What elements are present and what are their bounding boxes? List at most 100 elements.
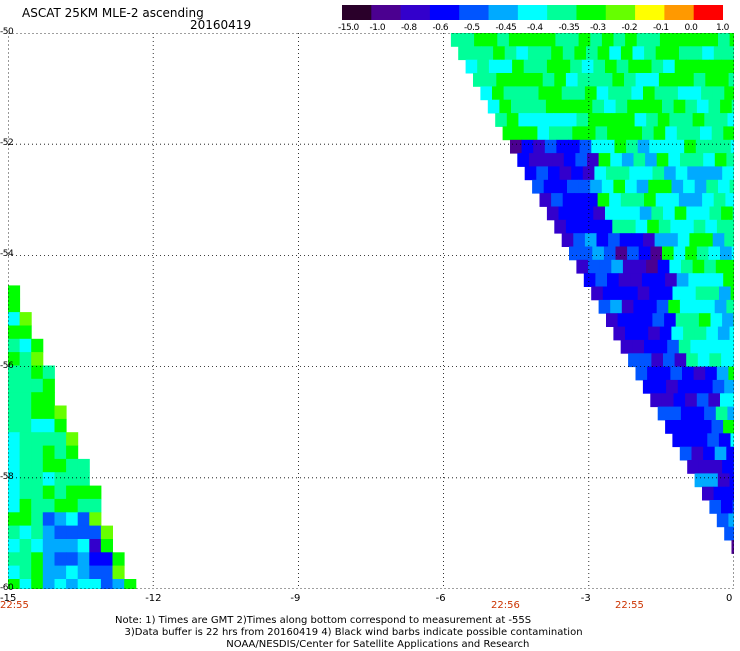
note-line-3: NOAA/NESDIS/Center for Satellite Applica… xyxy=(226,639,529,650)
swath-cell-west xyxy=(66,499,78,513)
swath-cell-east xyxy=(673,287,685,301)
swath-cell-west xyxy=(20,499,32,513)
swath-cell-east xyxy=(612,73,624,87)
swath-cell-east xyxy=(624,220,636,234)
swath-cell-east xyxy=(704,260,716,274)
swath-cell-east xyxy=(619,273,631,287)
swath-cell-east xyxy=(723,273,734,287)
swath-cell-east xyxy=(539,86,551,100)
swath-cell-east xyxy=(719,140,731,154)
swath-cell-east xyxy=(547,207,559,221)
swath-cell-east xyxy=(566,73,578,87)
swath-cell-east xyxy=(526,126,538,140)
swath-cell-east xyxy=(474,33,486,47)
swath-cell-east xyxy=(698,207,710,221)
swath-cell-east xyxy=(544,180,556,194)
swath-cell-east xyxy=(678,86,690,100)
swath-cell-east xyxy=(714,487,726,501)
swath-cell-east xyxy=(686,60,698,74)
swath-cell-east xyxy=(730,180,734,194)
colorbar-label: -0.2 xyxy=(622,23,638,33)
colorbar xyxy=(342,5,723,20)
swath-cell-east xyxy=(613,327,625,341)
swath-cell-east xyxy=(697,247,709,261)
swath-cell-west xyxy=(66,526,78,540)
swath-cell-east xyxy=(525,166,537,180)
swath-cell-east xyxy=(716,407,728,421)
swath-cell-east xyxy=(727,260,734,274)
swath-cell-west xyxy=(43,512,55,526)
swath-cell-east xyxy=(622,153,634,167)
swath-cell-east xyxy=(635,260,647,274)
swath-cell-east xyxy=(627,100,639,114)
swath-cell-east xyxy=(639,247,651,261)
swath-cell-east xyxy=(530,113,542,127)
swath-cell-west xyxy=(8,446,20,460)
swath-cell-east xyxy=(728,113,735,127)
swath-cell-west xyxy=(8,539,20,553)
swath-cell-west xyxy=(43,419,55,433)
swath-cell-east xyxy=(580,140,592,154)
swath-cell-west xyxy=(31,339,43,353)
swath-cell-east xyxy=(657,300,669,314)
swath-cell-east xyxy=(593,60,605,74)
swath-cell-east xyxy=(591,287,603,301)
swath-cell-west xyxy=(8,459,20,473)
swath-cell-east xyxy=(466,60,478,74)
swath-cell-west xyxy=(89,486,101,500)
swath-cell-east xyxy=(564,153,576,167)
swath-cell-east xyxy=(643,86,655,100)
swath-cell-east xyxy=(548,166,560,180)
swath-cell-east xyxy=(717,513,729,527)
swath-cell-east xyxy=(616,247,628,261)
colorbar-label: -0.5 xyxy=(464,23,480,33)
swath-cell-east xyxy=(700,420,712,434)
swath-cell-east xyxy=(584,273,596,287)
swath-cell-east xyxy=(617,207,629,221)
swath-cell-east xyxy=(629,313,641,327)
swath-cell-east xyxy=(537,126,549,140)
swath-cell-west xyxy=(66,459,78,473)
swath-cell-east xyxy=(608,233,620,247)
swath-cell-west xyxy=(101,526,113,540)
swath-cell-east xyxy=(709,500,721,514)
swath-cell-west xyxy=(8,432,20,446)
swath-cell-east xyxy=(691,46,703,60)
swath-cell-east xyxy=(584,126,596,140)
swath-cell-east xyxy=(661,140,673,154)
swath-cell-west xyxy=(66,432,78,446)
swath-cell-west xyxy=(43,446,55,460)
swath-cell-east xyxy=(660,180,672,194)
swath-cell-east xyxy=(716,260,728,274)
swath-cell-east xyxy=(642,273,654,287)
y-tick-label: -60 xyxy=(0,583,13,593)
swath-cell-east xyxy=(585,233,597,247)
swath-cell-east xyxy=(549,126,561,140)
swath-cell-east xyxy=(569,100,581,114)
swath-cell-west xyxy=(8,379,20,393)
swath-cell-east xyxy=(565,113,577,127)
swath-cell-east xyxy=(720,100,732,114)
swath-cell-east xyxy=(676,166,688,180)
swath-cell-east xyxy=(670,367,682,381)
swath-cell-east xyxy=(686,353,698,367)
swath-cell-east xyxy=(573,86,585,100)
swath-cell-east xyxy=(732,100,734,114)
swath-cell-east xyxy=(516,46,528,60)
swath-cell-east xyxy=(700,273,712,287)
colorbar-label: 0.0 xyxy=(685,23,698,33)
swath-cell-east xyxy=(571,166,583,180)
swath-cell-east xyxy=(627,247,639,261)
swath-cell-west xyxy=(101,566,113,580)
swath-cell-west xyxy=(20,379,32,393)
swath-cell-east xyxy=(581,100,593,114)
swath-cell-east xyxy=(732,540,735,554)
swath-cell-east xyxy=(726,447,734,461)
swath-cell-east xyxy=(576,260,588,274)
swath-cell-east xyxy=(644,46,656,60)
swath-cell-west xyxy=(78,499,90,513)
swath-cell-east xyxy=(601,73,613,87)
colorbar-label: -0.3 xyxy=(590,23,606,33)
swath-cell-east xyxy=(711,166,723,180)
swath-cell-east xyxy=(725,340,734,354)
